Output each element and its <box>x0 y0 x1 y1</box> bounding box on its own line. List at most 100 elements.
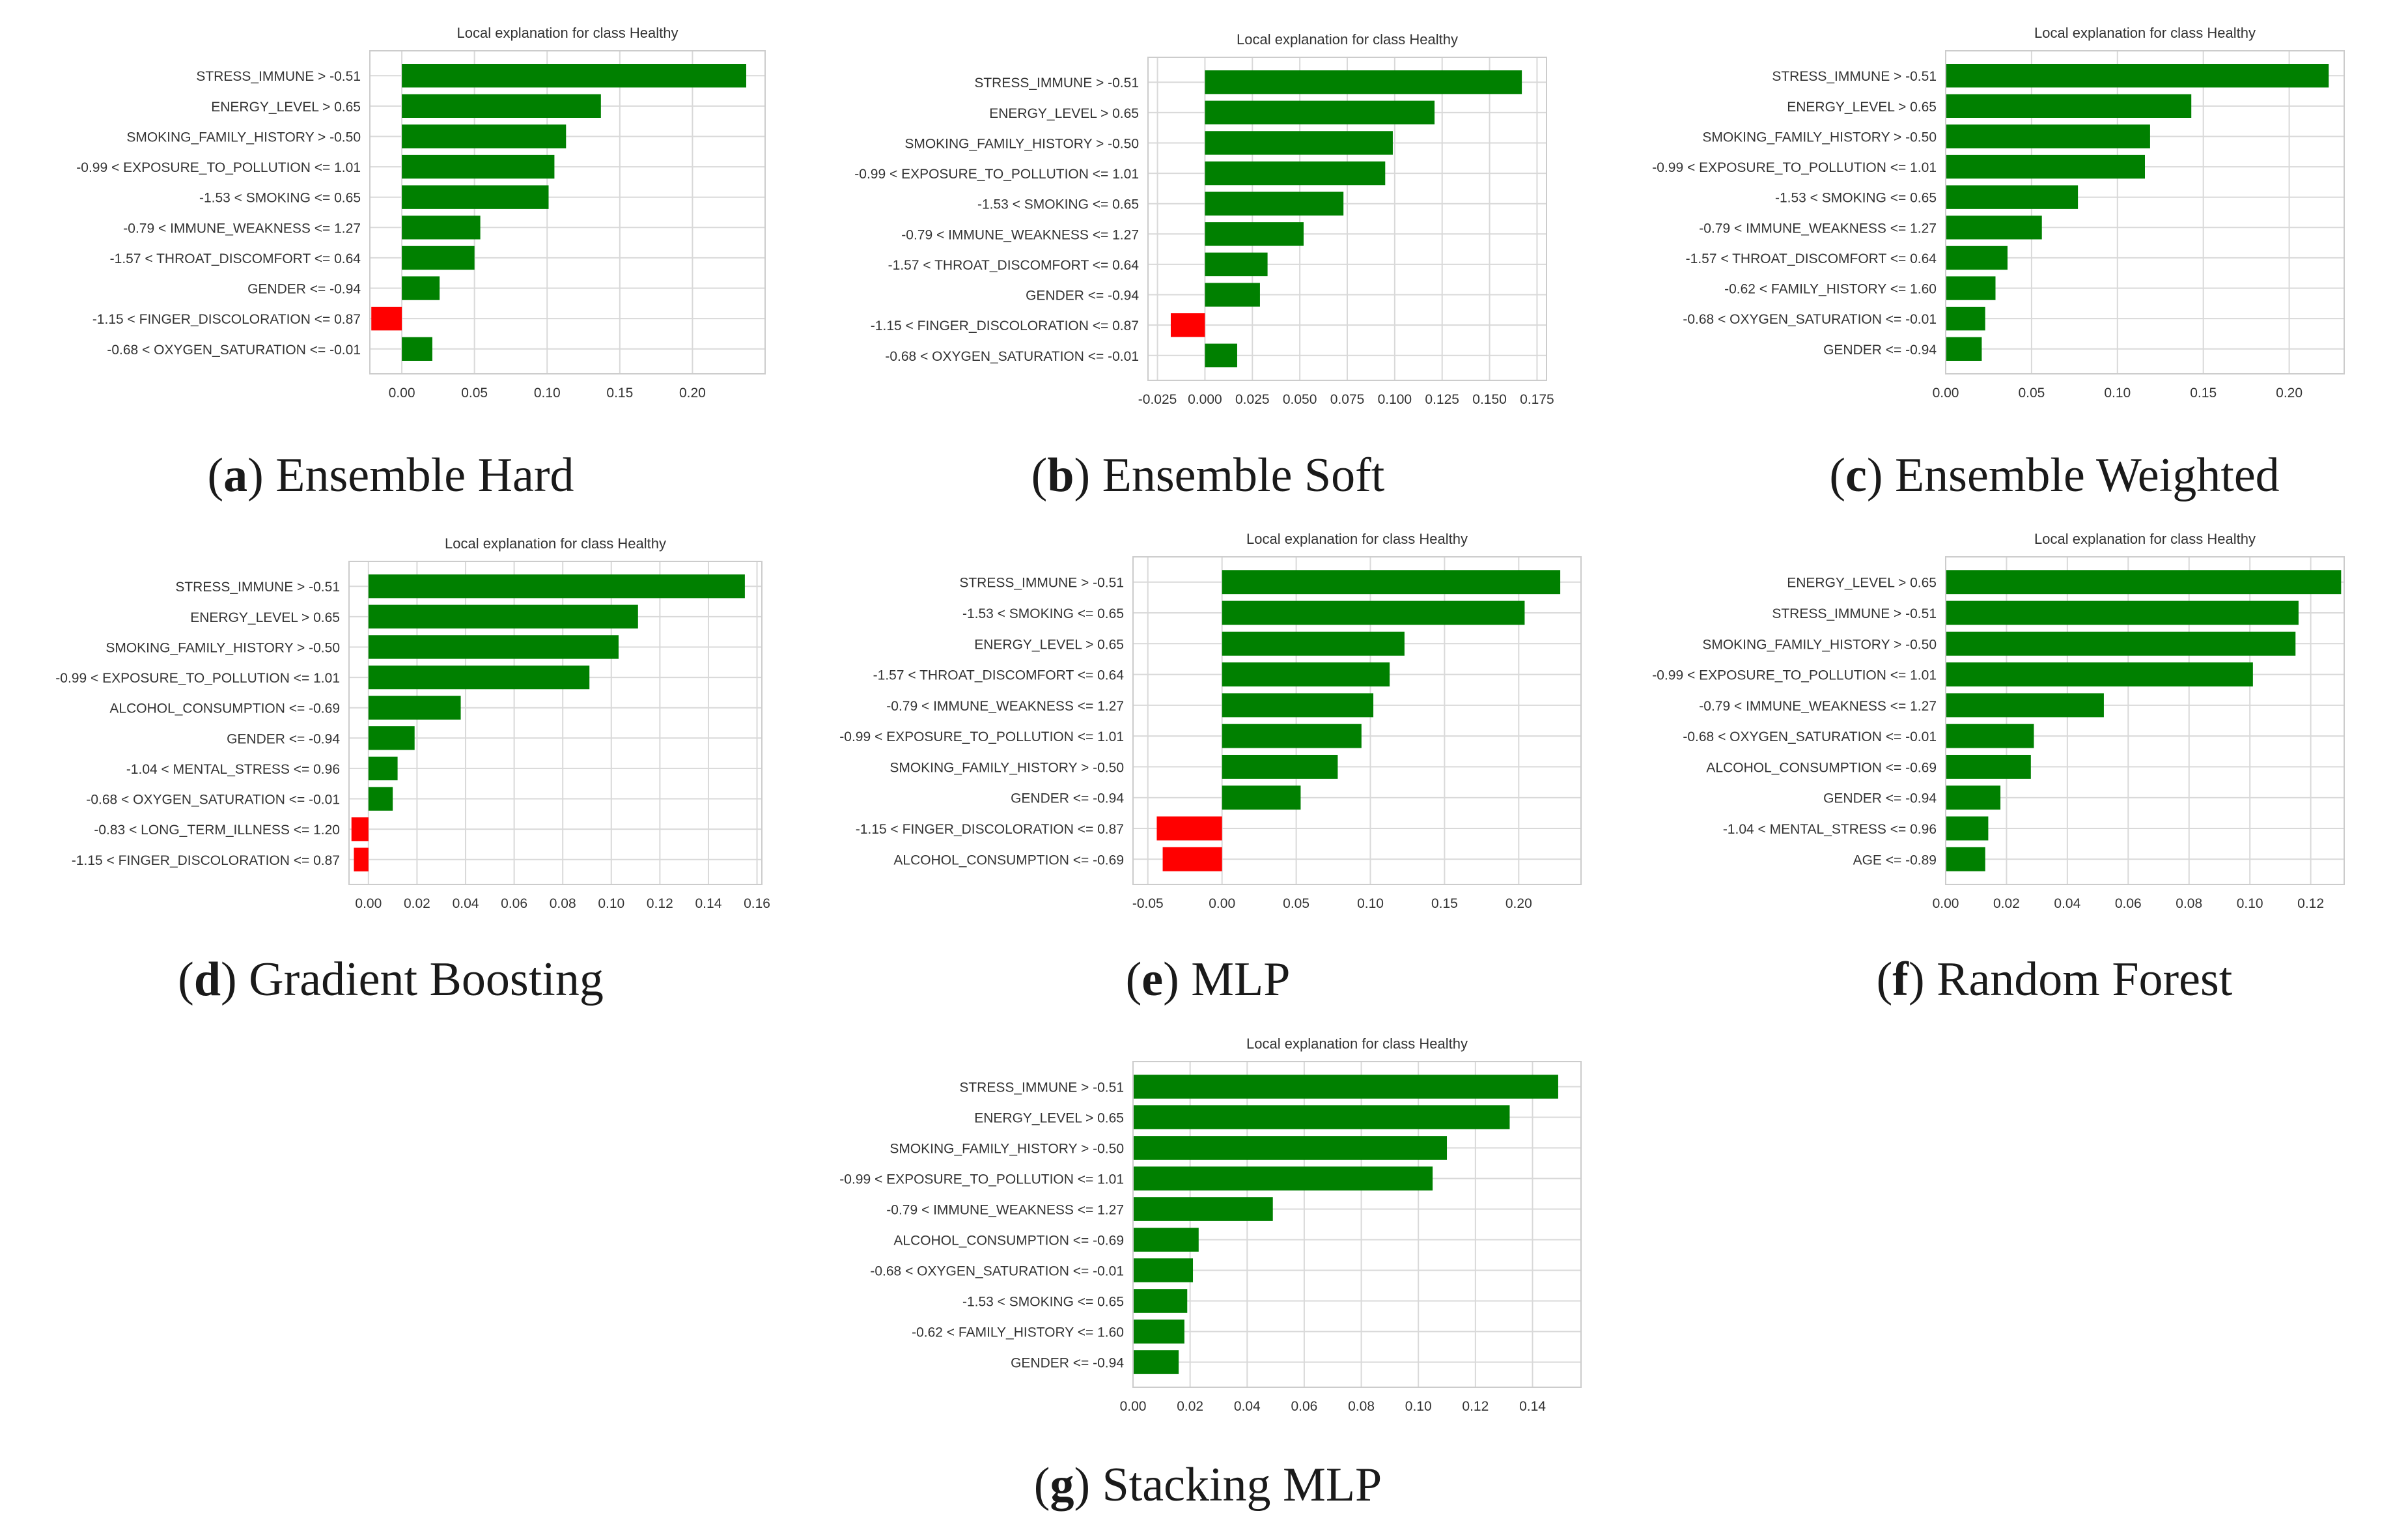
category-label: -0.79 < IMMUNE_WEAKNESS <= 1.27 <box>123 221 361 236</box>
bar <box>1133 1075 1558 1099</box>
caption-paren-open: ( <box>1031 449 1048 502</box>
bar <box>354 847 369 871</box>
category-label: ENERGY_LEVEL > 0.65 <box>1787 100 1937 115</box>
bar <box>1946 570 2342 595</box>
chart-panel-a: Local explanation for class Healthy 0.00 0… <box>76 25 766 401</box>
x-tick-label: 0.10 <box>2104 386 2131 401</box>
category-label: -0.99 < EXPOSURE_TO_POLLUTION <= 1.01 <box>839 729 1124 744</box>
x-tick-label: 0.00 <box>1120 1399 1147 1414</box>
caption-text: Ensemble Soft <box>1102 449 1385 502</box>
bar <box>1133 1105 1510 1129</box>
x-tick-label: 0.125 <box>1425 392 1459 407</box>
category-label: -0.62 < FAMILY_HISTORY <= 1.60 <box>912 1325 1124 1340</box>
x-tick-label: 0.150 <box>1472 392 1507 407</box>
category-label: SMOKING_FAMILY_HISTORY > -0.50 <box>889 1142 1124 1157</box>
x-tick-label: 0.16 <box>744 896 770 911</box>
x-tick-label: 0.175 <box>1520 392 1554 407</box>
x-tick-label: 0.12 <box>2297 896 2324 911</box>
category-label: -0.99 < EXPOSURE_TO_POLLUTION <= 1.01 <box>839 1172 1124 1187</box>
bar <box>1946 307 1985 331</box>
bar <box>368 635 619 659</box>
x-tick-label: 0.075 <box>1330 392 1365 407</box>
category-label: -0.99 < EXPOSURE_TO_POLLUTION <= 1.01 <box>854 167 1139 182</box>
bar <box>1156 816 1222 841</box>
caption-paren-open: ( <box>178 953 194 1006</box>
caption-paren-close: ) <box>247 449 276 502</box>
category-label: -0.62 < FAMILY_HISTORY <= 1.60 <box>1724 282 1937 297</box>
bar <box>1162 847 1222 871</box>
bar <box>1205 283 1260 307</box>
chart-title: Local explanation for class Healthy <box>1246 1036 1468 1052</box>
x-tick-label: -0.05 <box>1132 896 1164 911</box>
category-label: -0.79 < IMMUNE_WEAKNESS <= 1.27 <box>1699 699 1937 714</box>
bar <box>1946 154 2145 179</box>
category-label: STRESS_IMMUNE > -0.51 <box>974 76 1139 91</box>
category-label: -0.99 < EXPOSURE_TO_POLLUTION <= 1.01 <box>1652 160 1937 175</box>
category-label: SMOKING_FAMILY_HISTORY > -0.50 <box>1702 130 1937 145</box>
category-label: -0.79 < IMMUNE_WEAKNESS <= 1.27 <box>1699 221 1937 236</box>
category-label: SMOKING_FAMILY_HISTORY > -0.50 <box>126 130 361 145</box>
chart-panel-g: Local explanation for class Healthy 0.00 0… <box>839 1036 1582 1414</box>
caption-letter: c <box>1845 449 1867 502</box>
category-label: -1.53 < SMOKING <= 0.65 <box>1775 191 1937 206</box>
category-label: ENERGY_LEVEL > 0.65 <box>989 106 1139 121</box>
category-label: -1.15 < FINGER_DISCOLORATION <= 0.87 <box>92 312 361 327</box>
x-tick-label: 0.00 <box>1933 386 1959 401</box>
bar <box>1222 724 1362 748</box>
caption-paren-close: ) <box>1074 1458 1102 1512</box>
x-tick-label: 0.00 <box>1933 896 1959 911</box>
bar <box>1222 693 1374 718</box>
bar <box>1205 252 1268 277</box>
bar <box>1133 1228 1199 1252</box>
bar <box>1222 785 1301 810</box>
category-label: SMOKING_FAMILY_HISTORY > -0.50 <box>1702 637 1937 652</box>
bar <box>368 574 745 599</box>
bar <box>1133 1319 1184 1344</box>
x-tick-label: 0.02 <box>404 896 430 911</box>
bar <box>1946 246 2008 270</box>
x-tick-label: 0.15 <box>2190 386 2217 401</box>
bar <box>1946 693 2104 718</box>
chart-panel-e: Local explanation for class Healthy -0.05… <box>839 531 1582 911</box>
bar <box>1205 131 1393 155</box>
category-label: -0.68 < OXYGEN_SATURATION <= -0.01 <box>1683 729 1937 744</box>
chart-title: Local explanation for class Healthy <box>2034 531 2256 547</box>
category-label: ENERGY_LEVEL > 0.65 <box>974 637 1124 652</box>
category-label: -0.68 < OXYGEN_SATURATION <= -0.01 <box>86 793 340 808</box>
bar <box>1946 816 1989 841</box>
chart-panel-c: Local explanation for class Healthy 0.00 0… <box>1652 25 2345 401</box>
bar <box>1946 64 2329 88</box>
bar <box>402 185 549 209</box>
bar <box>1205 343 1237 367</box>
plot-frame <box>1945 556 2345 885</box>
bar <box>1946 847 1985 871</box>
bar <box>1205 100 1435 124</box>
category-label: GENDER <= -0.94 <box>1823 791 1937 806</box>
caption-paren-open: ( <box>1125 953 1142 1006</box>
plot-frame <box>369 50 766 374</box>
caption-letter: e <box>1141 953 1164 1006</box>
category-label: ENERGY_LEVEL > 0.65 <box>211 100 361 115</box>
bar <box>402 246 475 270</box>
caption-letter: d <box>193 953 221 1006</box>
bar <box>1133 1289 1188 1313</box>
chart-panel-b: Local explanation for class Healthy -0.02… <box>854 31 1554 407</box>
bar <box>368 787 393 811</box>
category-label: -0.68 < OXYGEN_SATURATION <= -0.01 <box>1683 312 1937 327</box>
x-tick-label: 0.14 <box>695 896 722 911</box>
bar <box>1133 1258 1194 1282</box>
x-tick-label: 0.100 <box>1378 392 1412 407</box>
bar <box>402 124 567 148</box>
x-tick-label: 0.20 <box>2276 386 2303 401</box>
category-label: -0.79 < IMMUNE_WEAKNESS <= 1.27 <box>901 227 1139 242</box>
bar <box>1222 570 1561 595</box>
plot-frame <box>1147 57 1547 381</box>
category-label: -1.15 < FINGER_DISCOLORATION <= 0.87 <box>856 822 1124 837</box>
caption-g: (g) Stacking MLP <box>1034 1458 1382 1513</box>
chart-title: Local explanation for class Healthy <box>2034 25 2256 41</box>
caption-paren-close: ) <box>1908 953 1937 1006</box>
caption-d: (d) Gradient Boosting <box>178 952 604 1008</box>
caption-text: Ensemble Hard <box>275 449 574 502</box>
bar <box>1133 1197 1273 1221</box>
